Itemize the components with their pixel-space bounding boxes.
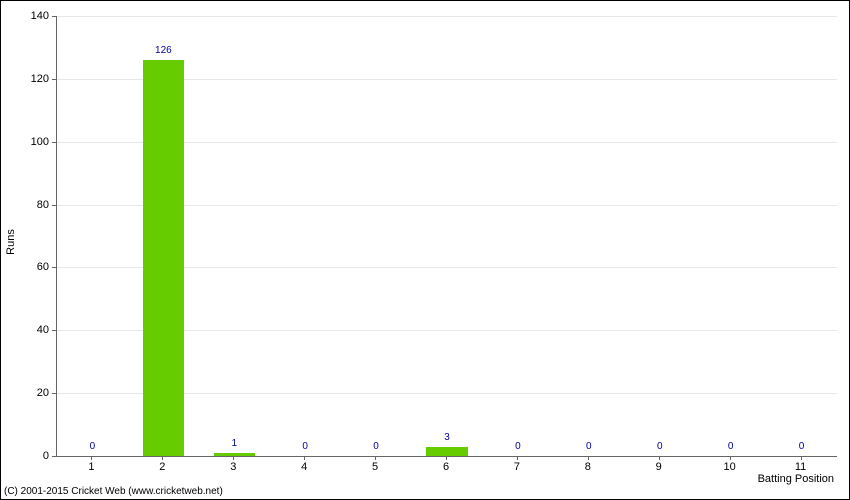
x-tick-label: 5 — [372, 461, 378, 473]
bar-value-label: 0 — [586, 441, 592, 452]
x-tick-label: 1 — [88, 461, 94, 473]
x-tick-label: 9 — [656, 461, 662, 473]
bar-value-label: 0 — [90, 441, 96, 452]
y-tick-label: 20 — [9, 387, 49, 399]
y-tick-label: 140 — [9, 10, 49, 22]
bar-value-label: 0 — [799, 441, 805, 452]
y-tick-label: 0 — [9, 450, 49, 462]
y-axis-title: Runs — [5, 229, 17, 255]
bar-value-label: 0 — [728, 441, 734, 452]
y-tick-label: 120 — [9, 73, 49, 85]
bar-value-label: 0 — [302, 441, 308, 452]
chart-container: Runs Batting Position 020406080100120140… — [0, 0, 850, 500]
gridline — [57, 16, 837, 17]
bar-value-label: 126 — [155, 45, 172, 56]
bar — [214, 453, 255, 456]
y-tick-label: 60 — [9, 261, 49, 273]
bar-value-label: 0 — [373, 441, 379, 452]
copyright-text: (C) 2001-2015 Cricket Web (www.cricketwe… — [4, 486, 223, 497]
x-tick-label: 2 — [159, 461, 165, 473]
bar — [143, 60, 184, 456]
y-tick-label: 80 — [9, 199, 49, 211]
x-tick-label: 3 — [230, 461, 236, 473]
x-axis-title: Batting Position — [758, 473, 834, 485]
x-tick-label: 4 — [301, 461, 307, 473]
bar-value-label: 0 — [515, 441, 521, 452]
x-tick-label: 8 — [585, 461, 591, 473]
y-tick-label: 100 — [9, 136, 49, 148]
x-tick-label: 11 — [795, 461, 806, 473]
y-tick-label: 40 — [9, 324, 49, 336]
x-tick-label: 7 — [514, 461, 520, 473]
bar-value-label: 3 — [444, 432, 450, 443]
x-tick-label: 6 — [443, 461, 449, 473]
bar — [426, 447, 467, 456]
bar-value-label: 1 — [231, 438, 237, 449]
x-tick-label: 10 — [724, 461, 736, 473]
plot-area: 0 126 1 0 0 3 0 0 0 0 0 — [56, 16, 837, 457]
bar-value-label: 0 — [657, 441, 663, 452]
